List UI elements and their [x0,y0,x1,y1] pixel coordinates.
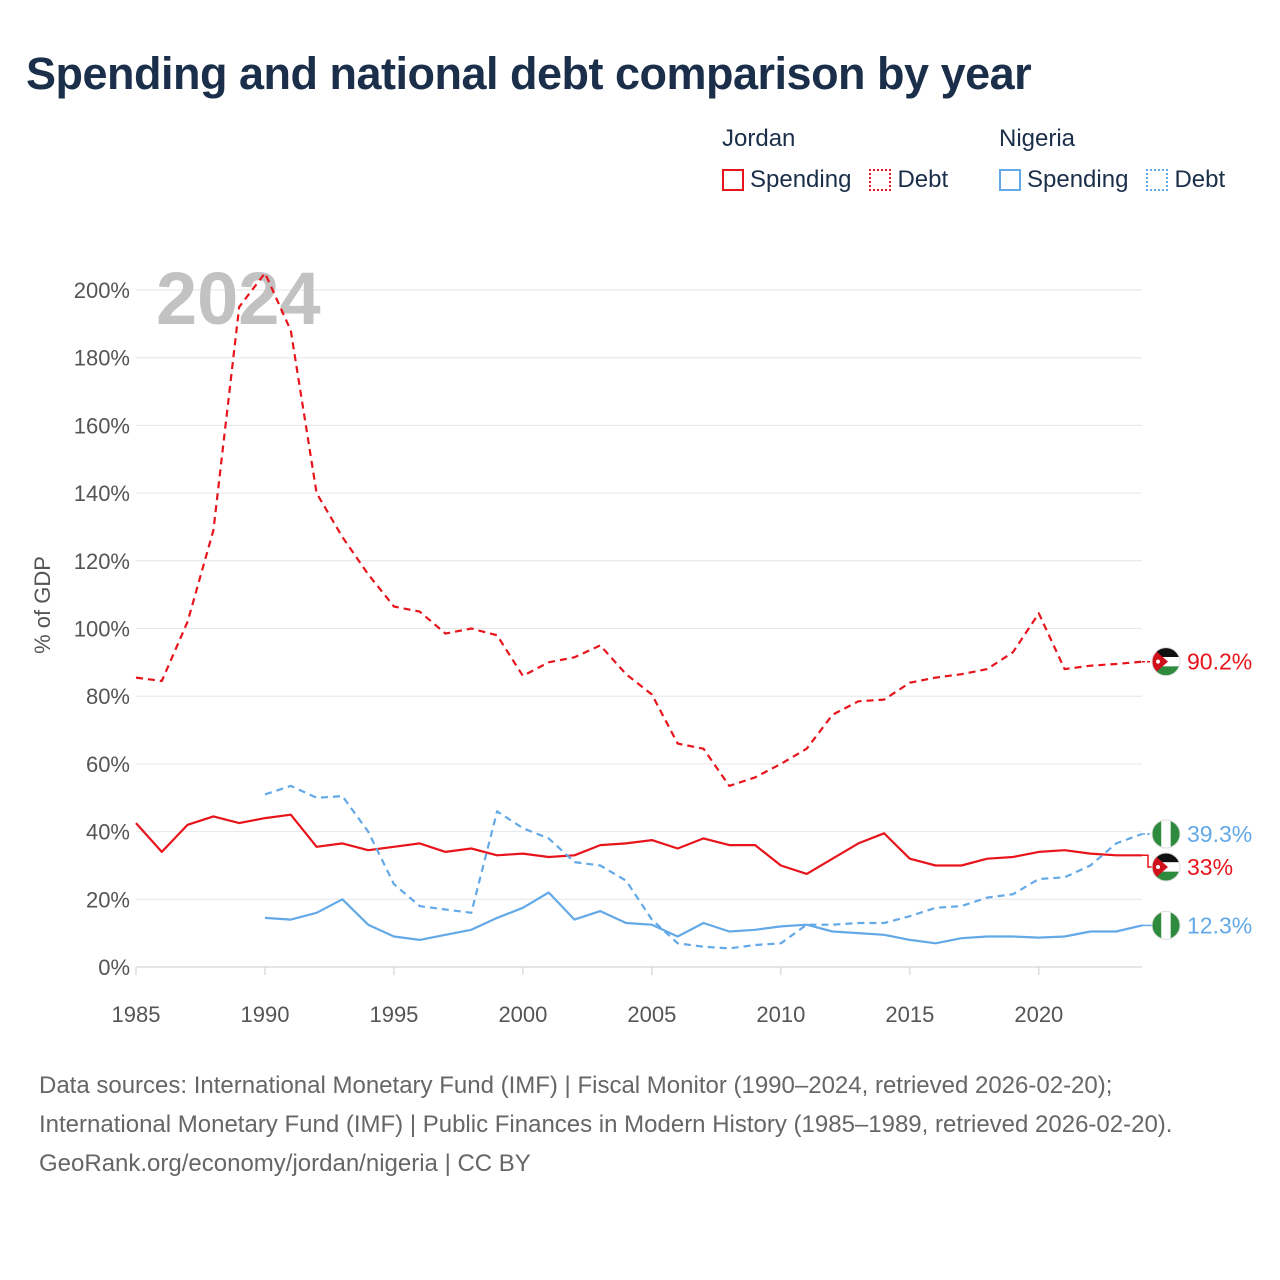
flag-stripe [1152,666,1180,676]
x-tick-label: 2010 [756,1002,805,1027]
x-tick-label: 2000 [498,1002,547,1027]
legend-jordan-spending-label: Spending [750,166,852,193]
y-tick-label: 40% [86,820,130,845]
y-tick-label: 0% [98,955,130,980]
series-line-jordan-debt [135,272,1143,787]
y-tick-label: 20% [86,887,130,912]
flag-stripe [1152,819,1162,848]
y-tick-label: 60% [86,752,130,777]
legend-jordan-title: Jordan [722,125,796,152]
legend-dotted-swatch-icon [869,169,892,191]
legend-jordan-spending[interactable]: Spending [722,166,851,194]
end-value-label: 39.3% [1187,821,1252,847]
footer: Data sources: International Monetary Fun… [39,1066,1239,1183]
flag-stripe [1170,911,1180,940]
attribution: GeoRank.org/economy/jordan/nigeria | CC … [39,1150,531,1177]
nigeria-flag-icon [1151,819,1181,849]
end-value-label: 12.3% [1187,912,1252,938]
flag-stripe [1161,911,1171,940]
data-sources: Data sources: International Monetary Fun… [39,1072,1173,1138]
end-value-label: 90.2% [1187,649,1252,675]
x-tick-label: 2020 [1014,1002,1063,1027]
legend-nigeria-debt-label: Debt [1174,166,1226,193]
x-tick-label: 2005 [627,1002,676,1027]
legend-nigeria-title: Nigeria [999,125,1076,152]
line-chart: 0% 20% 40% 60% 80% 100% 120% 140% 160% 180% 200% 19… [30,257,1252,1027]
legend-nigeria-spending-label: Spending [1027,166,1129,193]
x-tick-label: 1995 [369,1002,418,1027]
y-tick-label: 100% [74,617,130,642]
flag-star [1156,864,1160,869]
x-tick-label: 1985 [112,1002,161,1027]
flag-body [1152,911,1180,940]
legend-solid-swatch-icon [999,169,1021,191]
y-tick-label: 80% [86,684,130,709]
flag-stripe [1152,871,1180,881]
end-label-connector [1142,854,1152,868]
jordan-flag-icon [1151,647,1181,677]
flag-stripe [1152,647,1180,658]
legend-jordan-debt-label: Debt [897,166,949,193]
end-value-label: 33% [1187,854,1233,880]
series-line-nigeria-spending [264,891,1143,945]
series-line-jordan-spending [135,813,1142,875]
y-tick-label: 160% [74,413,130,438]
flag-star [1156,659,1160,664]
legend-jordan-debt[interactable]: Debt [869,166,948,194]
legend-solid-swatch-icon [722,169,744,191]
flag-outline [1151,910,1181,940]
y-tick-label: 200% [74,278,130,303]
year-watermark: 2024 [156,257,321,340]
x-tick-label: 1990 [240,1002,289,1027]
flag-body [1152,647,1180,676]
flag-outline [1151,647,1181,677]
legend-jordan: Jordan Spending Debt [722,124,966,194]
flag-stripe [1152,852,1180,863]
y-axis-title: % of GDP [30,556,55,654]
y-tick-label: 120% [74,549,130,574]
legend-nigeria: Nigeria Spending Debt [999,124,1225,194]
flag-stripe [1152,911,1162,940]
jordan-flag-icon [1151,852,1181,882]
flag-outline [1151,819,1181,849]
legend-dotted-swatch-icon [1146,169,1169,191]
chart-title: Spending and national debt comparison by… [26,48,1032,99]
legend-nigeria-debt[interactable]: Debt [1146,166,1225,194]
x-tick-label: 2015 [885,1002,934,1027]
flag-stripe [1161,819,1171,848]
flag-outline [1151,852,1181,882]
y-tick-label: 140% [74,481,130,506]
legend-nigeria-spending[interactable]: Spending [999,166,1128,194]
flag-body [1152,852,1180,881]
series-line-nigeria-debt [264,784,1143,950]
nigeria-flag-icon [1151,910,1181,940]
y-tick-label: 180% [74,346,130,371]
flag-stripe [1170,819,1180,848]
flag-body [1152,819,1180,848]
